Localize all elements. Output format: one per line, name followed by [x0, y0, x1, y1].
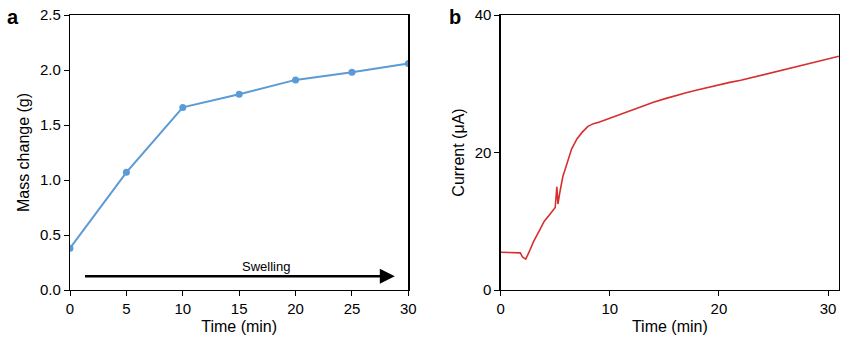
svg-text:2.5: 2.5 — [40, 6, 61, 23]
svg-text:Swelling: Swelling — [242, 259, 290, 274]
svg-text:25: 25 — [344, 300, 361, 317]
svg-text:5: 5 — [122, 300, 130, 317]
svg-text:b: b — [449, 6, 461, 28]
svg-text:30: 30 — [400, 300, 417, 317]
svg-text:1.5: 1.5 — [40, 116, 61, 133]
svg-text:10: 10 — [601, 300, 618, 317]
svg-text:20: 20 — [475, 144, 492, 161]
svg-text:40: 40 — [475, 6, 492, 23]
svg-text:a: a — [7, 6, 19, 28]
svg-text:10: 10 — [174, 300, 191, 317]
svg-text:Mass change (g): Mass change (g) — [15, 93, 32, 212]
svg-text:0.5: 0.5 — [40, 226, 61, 243]
svg-text:0.0: 0.0 — [40, 281, 61, 298]
svg-text:Time (min): Time (min) — [632, 318, 708, 335]
svg-text:Current (μA): Current (μA) — [450, 108, 467, 196]
svg-text:Time (min): Time (min) — [201, 318, 277, 335]
svg-text:2.0: 2.0 — [40, 61, 61, 78]
svg-text:0: 0 — [66, 300, 74, 317]
svg-text:1.0: 1.0 — [40, 171, 61, 188]
svg-text:20: 20 — [711, 300, 728, 317]
svg-text:0: 0 — [496, 300, 504, 317]
svg-text:20: 20 — [287, 300, 304, 317]
svg-text:30: 30 — [820, 300, 837, 317]
svg-text:0: 0 — [483, 281, 491, 298]
svg-text:15: 15 — [231, 300, 248, 317]
